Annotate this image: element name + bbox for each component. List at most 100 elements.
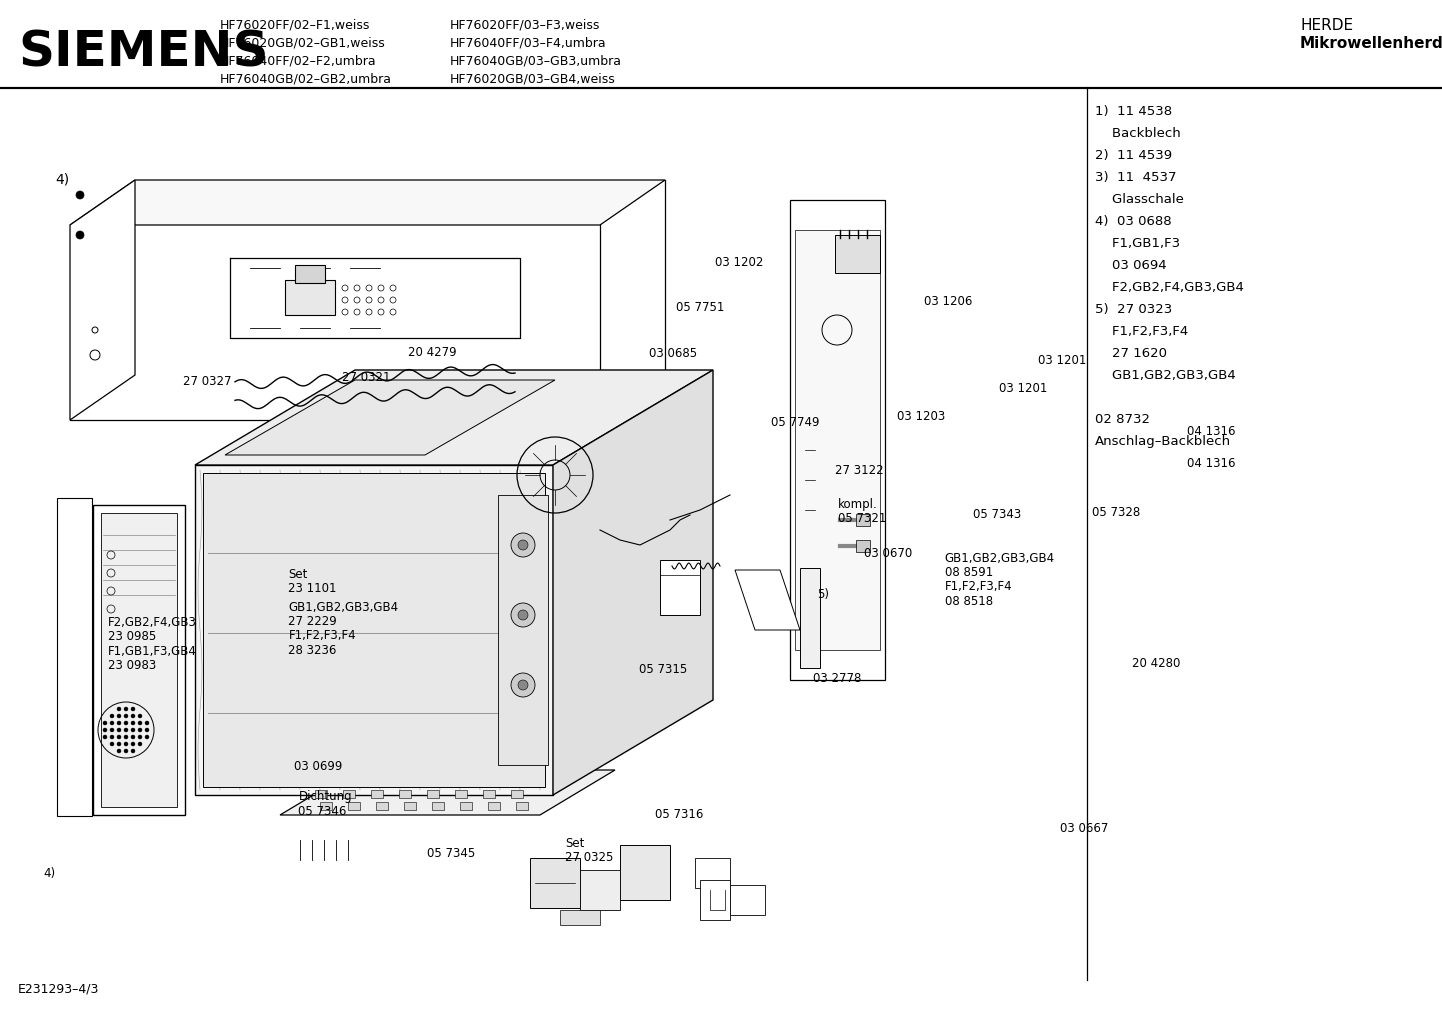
Text: 03 1206: 03 1206 [924,296,973,308]
Circle shape [146,735,149,739]
Polygon shape [835,235,880,273]
Polygon shape [71,180,136,420]
Text: kompl.: kompl. [838,498,878,511]
Polygon shape [195,370,712,465]
Text: 04 1316: 04 1316 [1187,458,1236,470]
Circle shape [124,707,128,711]
Text: Set: Set [565,838,584,850]
Circle shape [138,721,141,725]
Text: 03 1201: 03 1201 [1038,355,1087,367]
Text: Backblech: Backblech [1094,127,1181,140]
Polygon shape [857,540,870,552]
Text: F1,F2,F3,F4: F1,F2,F3,F4 [288,630,356,642]
Bar [366,777,378,786]
Polygon shape [101,513,177,807]
Circle shape [124,749,128,753]
Text: E231293–4/3: E231293–4/3 [17,982,99,995]
Circle shape [131,742,136,746]
Text: HERDE: HERDE [1301,18,1353,33]
Text: HF76040GB/02–GB2,umbra: HF76040GB/02–GB2,umbra [221,72,392,85]
Polygon shape [730,884,766,915]
Text: 27 3122: 27 3122 [835,465,884,477]
Circle shape [110,735,114,739]
Text: 03 1203: 03 1203 [897,411,945,423]
Text: 4)  03 0688: 4) 03 0688 [1094,215,1171,228]
Text: 05 7316: 05 7316 [655,808,704,820]
Text: 2)  11 4539: 2) 11 4539 [1094,149,1172,162]
Circle shape [510,673,535,697]
Circle shape [124,742,128,746]
Bar [320,802,332,810]
Circle shape [138,742,141,746]
Polygon shape [195,465,552,795]
Polygon shape [660,560,699,615]
Bar [477,777,490,786]
Text: 05 7321: 05 7321 [838,513,887,525]
Polygon shape [857,514,870,526]
Text: 4): 4) [55,172,69,186]
Bar [314,790,327,798]
Text: 5): 5) [818,588,829,600]
Bar [337,777,350,786]
Text: 05 7749: 05 7749 [771,417,820,429]
Circle shape [131,721,136,725]
Bar [427,790,438,798]
Text: Set: Set [288,569,307,581]
Text: GB1,GB2,GB3,GB4: GB1,GB2,GB3,GB4 [945,552,1054,565]
Polygon shape [225,380,555,455]
Circle shape [131,749,136,753]
Text: 05 7315: 05 7315 [639,663,686,676]
Text: 05 7346: 05 7346 [298,805,348,817]
Text: 1)  11 4538: 1) 11 4538 [1094,105,1172,118]
Text: F1,F2,F3,F4: F1,F2,F3,F4 [1094,325,1188,338]
Text: 03 0694: 03 0694 [1094,259,1167,272]
Bar [483,790,495,798]
Circle shape [110,742,114,746]
Circle shape [102,721,107,725]
Circle shape [131,707,136,711]
Text: 28 3236: 28 3236 [288,644,337,656]
Circle shape [518,680,528,690]
Text: 23 1101: 23 1101 [288,583,337,595]
Polygon shape [531,858,580,908]
Bar [423,777,434,786]
Bar [516,802,528,810]
Text: F1,F2,F3,F4: F1,F2,F3,F4 [945,581,1012,593]
Circle shape [518,610,528,620]
Text: 27 0321: 27 0321 [342,371,391,383]
Circle shape [76,231,84,239]
Text: 03 0670: 03 0670 [864,547,911,559]
Bar [506,777,518,786]
Polygon shape [58,498,92,816]
Text: HF76020FF/02–F1,weiss: HF76020FF/02–F1,weiss [221,18,371,31]
Polygon shape [497,495,548,765]
Text: 20 4280: 20 4280 [1132,657,1181,669]
Text: Glasschale: Glasschale [1094,193,1184,206]
Bar [371,790,384,798]
Circle shape [76,191,84,199]
Text: 05 7328: 05 7328 [1092,506,1139,519]
Circle shape [110,714,114,718]
Text: HF76020GB/02–GB1,weiss: HF76020GB/02–GB1,weiss [221,36,386,49]
Circle shape [131,735,136,739]
Bar [510,790,523,798]
Polygon shape [203,473,545,787]
Text: 03 1201: 03 1201 [999,382,1048,394]
Circle shape [518,540,528,550]
Text: SIEMENS: SIEMENS [17,28,268,76]
Text: F1,GB1,F3: F1,GB1,F3 [1094,237,1180,250]
Circle shape [138,735,141,739]
Text: HF76040FF/02–F2,umbra: HF76040FF/02–F2,umbra [221,54,376,67]
Text: 03 0667: 03 0667 [1060,822,1109,835]
Text: 03 1202: 03 1202 [715,257,764,269]
Text: 20 4279: 20 4279 [408,346,457,359]
Text: 05 7343: 05 7343 [973,508,1021,521]
Circle shape [131,728,136,732]
Text: 23 0983: 23 0983 [108,659,156,672]
Circle shape [102,728,107,732]
Polygon shape [795,230,880,650]
Polygon shape [71,180,665,225]
Text: 04 1316: 04 1316 [1187,425,1236,437]
Circle shape [117,749,121,753]
Circle shape [131,714,136,718]
